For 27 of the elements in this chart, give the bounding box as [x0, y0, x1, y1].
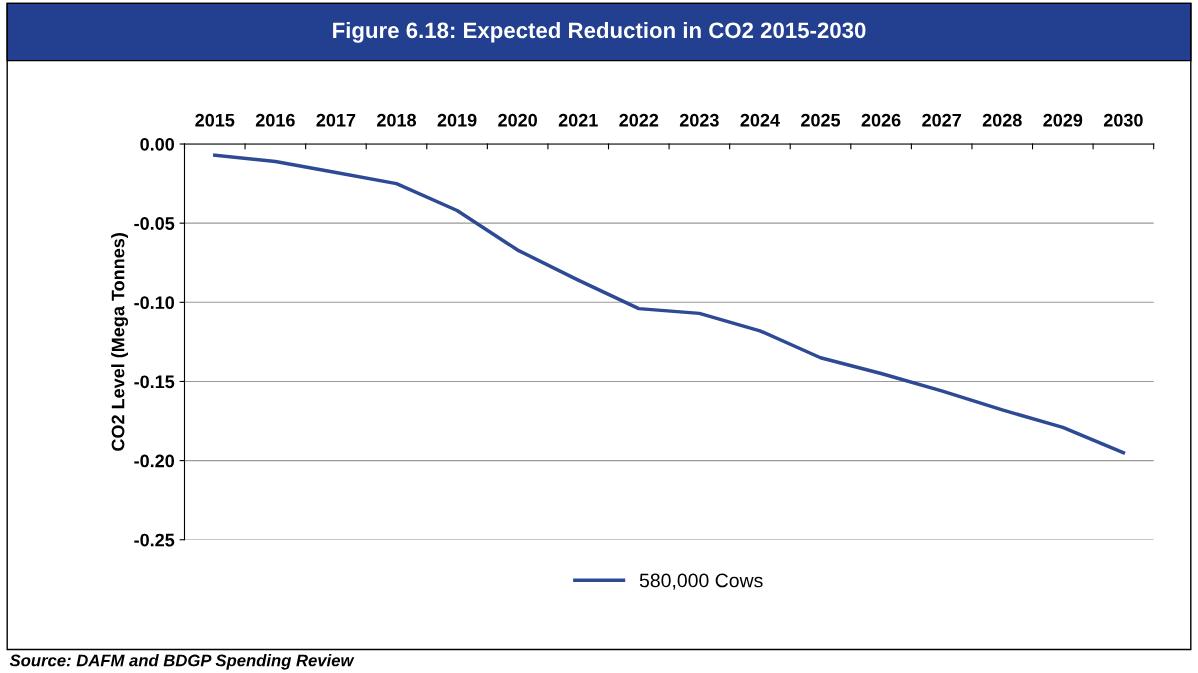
x-tick-label: 2027	[922, 113, 961, 127]
x-tick-label: 2017	[316, 113, 356, 127]
x-tick-label: 2020	[498, 113, 537, 127]
x-tick-label: 2029	[1043, 113, 1083, 127]
y-tick-label: -0.20	[134, 454, 175, 468]
source-note: Source: DAFM and BDGP Spending Review	[9, 654, 355, 670]
x-tick-label: 2021	[558, 113, 598, 127]
y-axis-title: CO2 Level (Mega Tonnes)	[111, 233, 129, 451]
x-tick-label: 2024	[740, 113, 780, 127]
line-series	[213, 153, 1126, 455]
x-tick-label: 2028	[982, 113, 1022, 127]
x-tick-label: 2018	[377, 113, 417, 127]
x-tick-label: 2019	[437, 113, 477, 127]
x-tick-label: 2015	[195, 113, 235, 127]
y-tick-label: 0.00	[140, 137, 175, 151]
y-tick-label: -0.05	[134, 217, 175, 230]
x-tick-label: 2023	[679, 113, 719, 127]
y-tick-label: -0.10	[134, 296, 175, 310]
x-tick-label: 2025	[801, 113, 841, 127]
chart-title: Figure 6.18: Expected Reduction in CO2 2015-2030	[333, 21, 866, 43]
x-tick-label: 2016	[255, 113, 295, 127]
x-tick-label: 2030	[1103, 113, 1143, 127]
x-tick-label: 2022	[619, 113, 659, 127]
legend-label: 580,000 Cows	[639, 573, 763, 590]
y-tick-label: -0.15	[134, 375, 175, 389]
x-tick-label: 2026	[861, 113, 901, 127]
y-tick-label: -0.25	[134, 533, 175, 547]
